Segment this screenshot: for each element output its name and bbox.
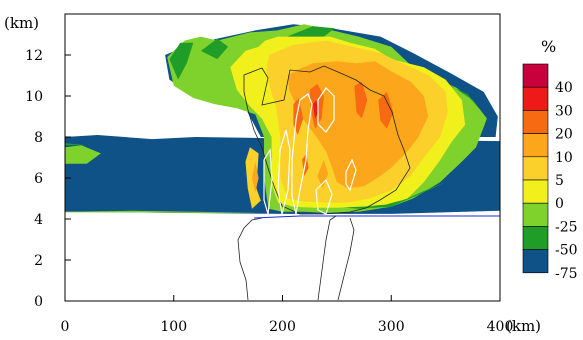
colorbar-label: 40 (555, 80, 573, 96)
colorbar-swatch (522, 133, 549, 158)
contour-region-7-0 (312, 100, 319, 119)
lower-contour-line-2 (317, 215, 337, 301)
y-tick-label: 8 (34, 130, 43, 146)
x-axis-label: (km) (506, 317, 541, 335)
x-axis-ticks: 0 100 200 300 400 (61, 295, 514, 335)
contour-region-5-1 (317, 159, 329, 189)
y-tick-label: 4 (34, 212, 43, 228)
lower-contour-line-3 (337, 217, 355, 301)
colorbar-swatch (522, 179, 549, 204)
colorbar-swatch (522, 202, 549, 227)
filled-contours (65, 24, 500, 214)
colorbar-swatch (522, 63, 549, 88)
y-axis-ticks: 0 2 4 6 8 10 12 (25, 48, 71, 310)
y-tick-label: 2 (34, 253, 43, 269)
x-tick-label: 200 (269, 319, 296, 335)
colorbar: 40 30 20 10 5 0 -25 -50 -75 (522, 63, 578, 282)
contour-region-2-0 (169, 42, 194, 80)
colorbar-title: % (541, 37, 556, 56)
colorbar-label: -25 (555, 219, 578, 235)
contour-region-6-2 (354, 81, 368, 119)
white-contour-line-1 (291, 93, 313, 215)
colorbar-swatch (522, 86, 549, 111)
contour-region-2-1 (200, 38, 229, 60)
y-tick-label: 12 (25, 48, 43, 64)
contour-region-1-2 (65, 210, 261, 213)
colorbar-label: 0 (555, 196, 564, 212)
colorbar-swatch (522, 156, 549, 181)
white-contour-line-2 (317, 87, 335, 133)
contour-region-2-4 (65, 143, 101, 152)
x-tick-label: 300 (378, 319, 405, 335)
white-contour-lines (263, 87, 357, 215)
white-contour-line-3 (277, 129, 291, 215)
colorbar-label: 20 (555, 127, 573, 143)
contour-lines (237, 65, 500, 301)
contour-region-6-3 (378, 91, 394, 129)
white-contour-line-4 (263, 148, 273, 215)
contour-region-2-2 (286, 26, 335, 39)
x-tick-label: 400 (487, 319, 514, 335)
colorbar-label: -50 (555, 243, 578, 259)
colorbar-label: -75 (555, 266, 578, 282)
y-tick-label: 0 (34, 294, 43, 310)
x-tick-label: 100 (160, 319, 187, 335)
colorbar-swatch (522, 226, 549, 250)
white-contour-line-6 (315, 178, 333, 215)
x-tick-label: 0 (61, 319, 70, 335)
boundary-contour-line (243, 65, 411, 215)
colorbar-label: 10 (555, 150, 573, 166)
colorbar-swatch (522, 110, 549, 134)
y-tick-label: 10 (25, 89, 43, 105)
lower-contour-line-1 (237, 217, 263, 301)
contour-region-1-1 (65, 145, 101, 164)
white-contour-line-5 (345, 158, 357, 192)
lower-contour-line-4 (253, 215, 500, 219)
y-axis-label: (km) (4, 14, 39, 32)
contour-region-5-2 (252, 161, 259, 193)
y-tick-label: 6 (34, 171, 43, 187)
colorbar-label: 30 (555, 103, 573, 119)
colorbar-swatch (522, 249, 549, 274)
colorbar-label: 5 (555, 173, 564, 189)
